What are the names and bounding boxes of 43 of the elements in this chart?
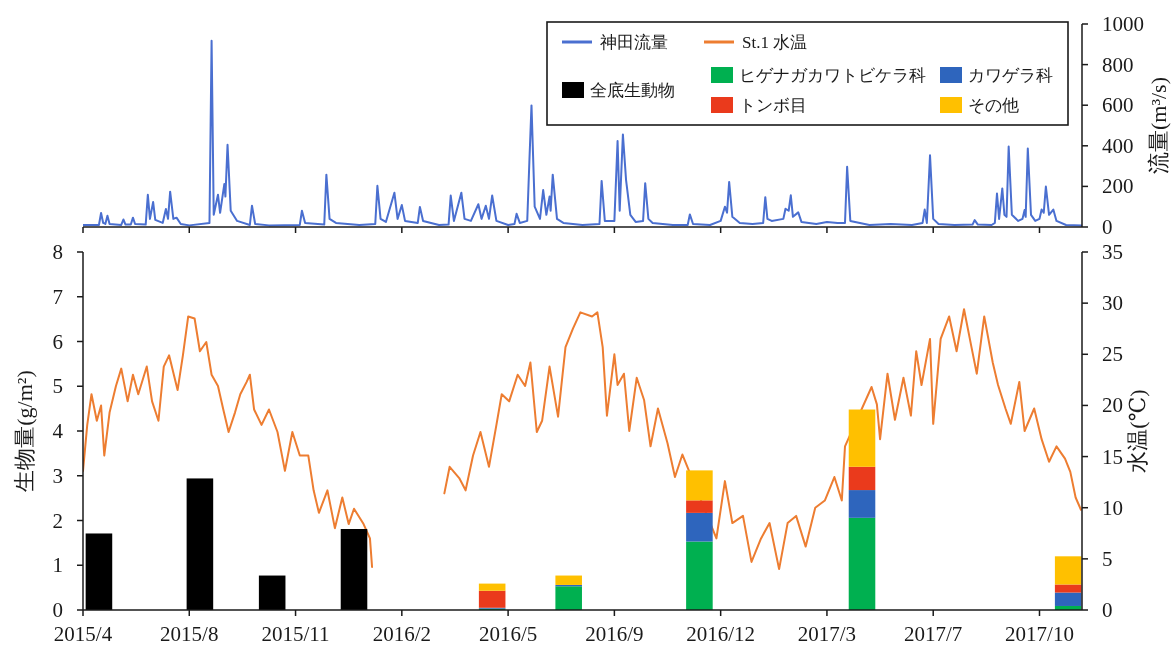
y-axis-title: 生物量(g/m²) [11,370,37,492]
y-tick-label: 4 [52,419,64,443]
x-tick-label: 2017/3 [797,622,857,646]
x-tick-label: 2015/4 [53,622,113,646]
y2-tick-label: 800 [1102,52,1134,77]
x-tick-label: 2016/2 [372,622,431,646]
y2-tick-label: 20 [1102,393,1123,418]
x-tick-label: 2016/12 [686,622,756,646]
legend-label: トンボ目 [739,95,807,115]
y2-tick-label: 10 [1102,495,1123,520]
y2-tick-label: 35 [1102,240,1123,264]
y-tick-label: 3 [52,463,63,488]
legend-label: ヒゲナガカワトビケラ科 [739,65,926,85]
y-tick-label: 2 [52,508,63,533]
y-tick-label: 5 [52,374,63,399]
y-tick-label: 7 [52,284,63,309]
y2-tick-label: 1000 [1102,12,1144,36]
y2-tick-label: 200 [1102,174,1134,199]
x-tick-label: 2017/10 [1005,622,1074,646]
y2-tick-label: 0 [1102,598,1113,622]
legend-label: 全底生動物 [590,80,675,100]
y-tick-label: 8 [52,240,63,264]
y2-tick-label: 30 [1102,291,1123,316]
x-tick-label: 2017/7 [904,622,963,646]
y2-tick-label: 5 [1102,546,1113,571]
y2-tick-label: 0 [1102,215,1113,239]
x-tick-label: 2016/9 [585,622,644,646]
y2-tick-label: 600 [1102,93,1134,118]
x-tick-label: 2016/5 [478,622,538,646]
y-tick-label: 0 [52,598,63,622]
x-tick-label: 2015/11 [261,622,330,646]
legend-label: 神田流量 [600,32,668,52]
y2-tick-label: 400 [1102,133,1134,158]
legend-label: その他 [968,95,1019,115]
legend-label: St.1 水温 [742,32,808,52]
y2-tick-label: 25 [1102,342,1123,367]
y-tick-label: 6 [52,329,63,354]
y2-axis-title: 水温(℃) [1124,389,1150,473]
y2-axis-title: 流量(m³/s) [1145,76,1171,175]
y2-tick-label: 15 [1102,444,1123,469]
x-tick-label: 2015/8 [160,622,219,646]
legend-label: カワゲラ科 [968,65,1053,85]
y-tick-label: 1 [52,553,63,578]
